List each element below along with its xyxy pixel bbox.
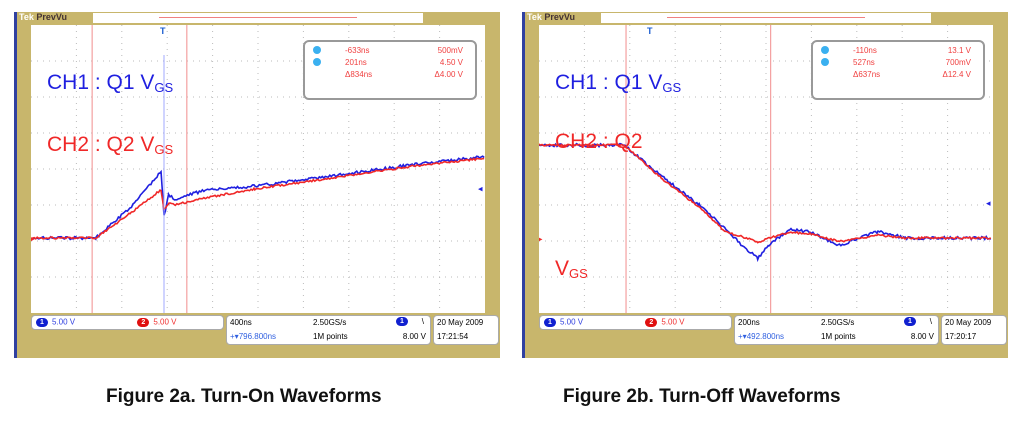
label: 8.00 V [403, 332, 426, 341]
ch2-waveform [539, 144, 991, 242]
cursor-a-icon [821, 46, 829, 54]
ch2-label-vgs: VGS [555, 257, 588, 281]
label: 2.50GS/s [821, 318, 854, 327]
brand-logo: Tek PrevVu [527, 12, 575, 22]
label: CH2 : Q2 [555, 130, 643, 153]
label: +▾492.800ns [738, 332, 784, 341]
trigger-slope-icon: \ [422, 317, 424, 326]
label: 17:21:54 [437, 332, 468, 341]
timebase-box[interactable]: 400ns 2.50GS/s 1 \ +▾796.800ns 1M points… [226, 315, 431, 345]
cursor-b-time: 527ns [853, 58, 875, 67]
label: CH2 : Q2 V [47, 133, 154, 156]
cursor-b-volt: 700mV [946, 58, 971, 67]
label: Tek [527, 12, 542, 22]
label: CH1 : Q1 V [47, 71, 154, 94]
oscilloscope-screen: Tek PrevVu T ▸ ◂ CH1 : Q1 VGS CH2 : Q2 VGS… [522, 12, 1008, 358]
ch1-marker: ◂ [478, 184, 483, 194]
delta-volt: Δ4.00 V [435, 70, 463, 79]
figure-caption: Figure 2a. Turn-On Waveforms [106, 386, 382, 408]
label: 1M points [313, 332, 348, 341]
oscilloscope-screen: Tek PrevVu T ▸ ◂ CH1 : Q1 VGS CH2 : Q2 VGS… [14, 12, 500, 358]
label: GS [154, 142, 173, 157]
trigger-marker: T [160, 26, 166, 36]
label: CH1 : Q1 V [555, 71, 662, 94]
delta-time: Δ637ns [853, 70, 880, 79]
figure-caption: Figure 2b. Turn-Off Waveforms [563, 386, 841, 408]
cursor-a-volt: 500mV [438, 46, 463, 55]
label: 17:20:17 [945, 332, 976, 341]
label: 400ns [230, 318, 252, 327]
record-preview [601, 13, 931, 23]
label: GS [154, 80, 173, 95]
ch2-waveform [31, 158, 484, 239]
label: 20 May 2009 [437, 318, 483, 327]
waveform-plot: T ▸ ◂ CH1 : Q1 VGS CH2 : Q2 VGS -633ns 500… [31, 25, 485, 313]
delta-time: Δ834ns [345, 70, 372, 79]
ch2-ground-marker: ▸ [31, 234, 35, 245]
trigger-marker: T [647, 26, 653, 36]
cursor-b-icon [821, 58, 829, 66]
label: +▾796.800ns [230, 332, 276, 341]
datetime-box: 20 May 2009 17:21:54 [433, 315, 499, 345]
trigger-slope-icon: \ [930, 317, 932, 326]
ch1-waveform [539, 144, 991, 260]
cursor-a-icon [313, 46, 321, 54]
label: 200ns [738, 318, 760, 327]
ch1-marker: ◂ [986, 198, 991, 208]
label: GS [569, 266, 588, 281]
cursor-a-time: -110ns [853, 46, 877, 55]
status-bar: Tek PrevVu [17, 12, 500, 24]
cursor-a-time: -633ns [345, 46, 369, 55]
ch1-label: CH1 : Q1 VGS [47, 71, 173, 95]
cursor-a-volt: 13.1 V [948, 46, 971, 55]
label: PrevVu [36, 12, 67, 22]
channel-scale-box[interactable]: 1 5.00 V 2 5.00 V [31, 315, 224, 330]
label: 1M points [821, 332, 856, 341]
ch2-ground-marker: ▸ [539, 234, 543, 245]
delta-volt: Δ12.4 V [943, 70, 971, 79]
label: PrevVu [544, 12, 575, 22]
label: 8.00 V [911, 332, 934, 341]
label: 5.00 V [52, 318, 75, 327]
label: Tek [19, 12, 34, 22]
timebase-box[interactable]: 200ns 2.50GS/s 1 \ +▾492.800ns 1M points… [734, 315, 939, 345]
brand-logo: Tek PrevVu [19, 12, 67, 22]
status-bar: Tek PrevVu [525, 12, 1008, 24]
ch2-label: CH2 : Q2 [555, 130, 643, 154]
cursor-readout: -110ns 13.1 V 527ns 700mV Δ637ns Δ12.4 V [811, 40, 985, 100]
waveform-plot: T ▸ ◂ CH1 : Q1 VGS CH2 : Q2 VGS -110ns 13.… [539, 25, 993, 313]
channel-scale-box[interactable]: 1 5.00 V 2 5.00 V [539, 315, 732, 330]
cursor-b-volt: 4.50 V [440, 58, 463, 67]
label: V [555, 257, 569, 280]
cursor-b-time: 201ns [345, 58, 367, 67]
label: GS [662, 80, 681, 95]
label: 20 May 2009 [945, 318, 991, 327]
datetime-box: 20 May 2009 17:20:17 [941, 315, 1007, 345]
cursor-readout: -633ns 500mV 201ns 4.50 V Δ834ns Δ4.00 V [303, 40, 477, 100]
label: 5.00 V [661, 318, 684, 327]
ch1-waveform [31, 156, 484, 239]
record-preview [93, 13, 423, 23]
label: 5.00 V [560, 318, 583, 327]
label: 5.00 V [153, 318, 176, 327]
ch2-label: CH2 : Q2 VGS [47, 133, 173, 157]
ch1-label: CH1 : Q1 VGS [555, 71, 681, 95]
cursor-b-icon [313, 58, 321, 66]
label: 2.50GS/s [313, 318, 346, 327]
